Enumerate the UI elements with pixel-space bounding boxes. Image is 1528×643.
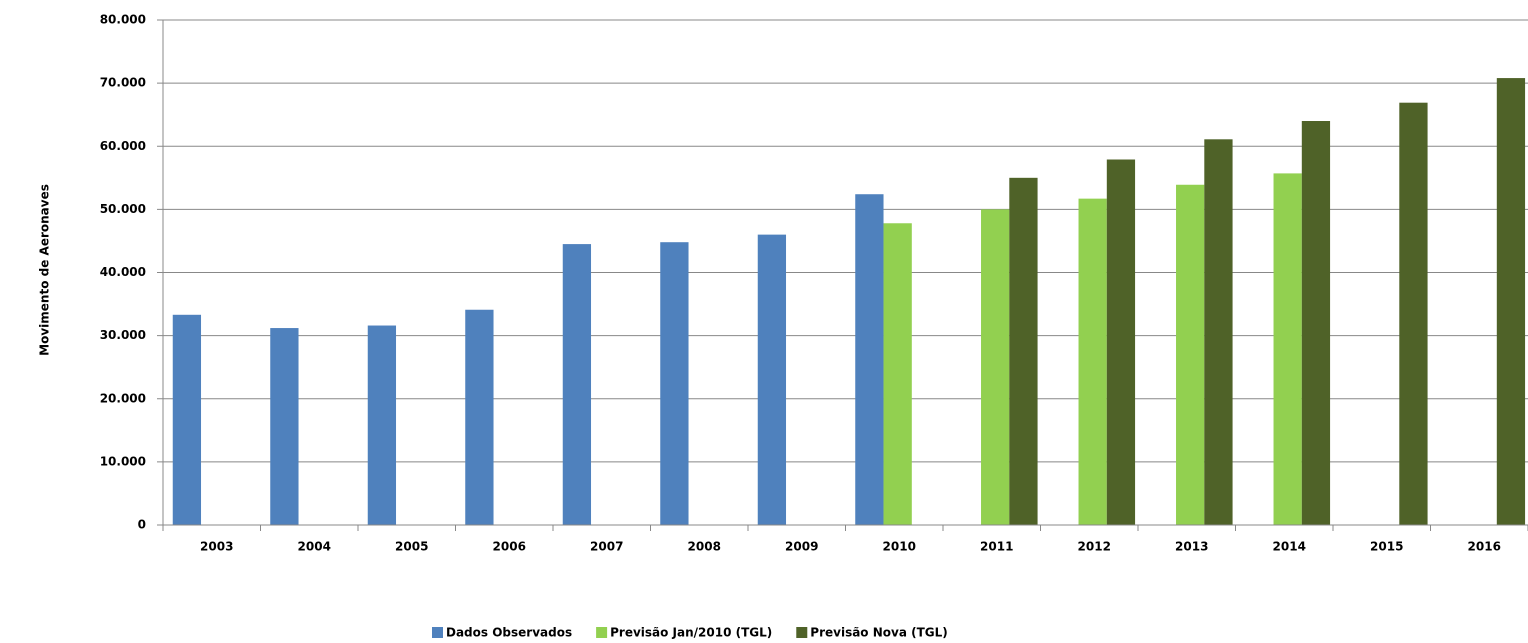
- x-tick-label: 2011: [980, 540, 1013, 554]
- x-tick-label: 2009: [785, 540, 818, 554]
- legend-label: Previsão Jan/2010 (TGL): [610, 626, 772, 640]
- legend-label: Dados Observados: [446, 626, 572, 640]
- x-tick-label: 2016: [1468, 540, 1501, 554]
- bar: [1301, 121, 1331, 525]
- bar: [981, 209, 1010, 525]
- y-tick-label: 80.000: [100, 13, 146, 27]
- bar: [855, 194, 884, 525]
- x-tick-label: 2008: [688, 540, 721, 554]
- y-tick-label: 60.000: [100, 139, 146, 153]
- bar: [270, 328, 299, 525]
- bar: [1009, 177, 1038, 525]
- bar: [757, 234, 787, 525]
- legend-label: Previsão Nova (TGL): [810, 626, 947, 640]
- bar: [1496, 78, 1526, 525]
- x-tick-label: 2015: [1370, 540, 1403, 554]
- bar: [1078, 198, 1107, 526]
- legend-swatch: [596, 627, 608, 638]
- x-tick-label: 2013: [1175, 540, 1208, 554]
- x-tick-label: 2007: [590, 540, 623, 554]
- y-tick-label: 50.000: [100, 202, 146, 216]
- legend-swatch: [432, 627, 443, 638]
- bar: [172, 314, 202, 525]
- x-tick-label: 2006: [493, 540, 526, 554]
- y-tick-label: 70.000: [100, 76, 146, 90]
- y-tick-label: 10.000: [100, 454, 146, 468]
- bar: [1106, 159, 1136, 525]
- bar: [1176, 184, 1205, 525]
- y-tick-label: 30.000: [100, 328, 146, 342]
- legend-swatch: [796, 627, 808, 638]
- bar: [1204, 139, 1233, 525]
- y-axis-label: Movimento de Aeronaves: [38, 184, 52, 356]
- y-tick-label: 0: [138, 518, 146, 532]
- bar: [465, 309, 494, 525]
- bar: [883, 223, 912, 525]
- x-tick-label: 2014: [1273, 540, 1306, 554]
- bar: [562, 244, 592, 525]
- x-tick-label: 2005: [395, 540, 428, 554]
- bar: [367, 325, 397, 525]
- y-tick-label: 20.000: [100, 391, 146, 405]
- bar: [1399, 102, 1428, 525]
- x-tick-label: 2004: [298, 540, 331, 554]
- bar: [660, 242, 689, 525]
- x-tick-label: 2010: [883, 540, 916, 554]
- x-tick-label: 2012: [1078, 540, 1111, 554]
- y-tick-label: 40.000: [100, 265, 146, 279]
- x-tick-label: 2003: [200, 540, 233, 554]
- bar: [1273, 173, 1302, 526]
